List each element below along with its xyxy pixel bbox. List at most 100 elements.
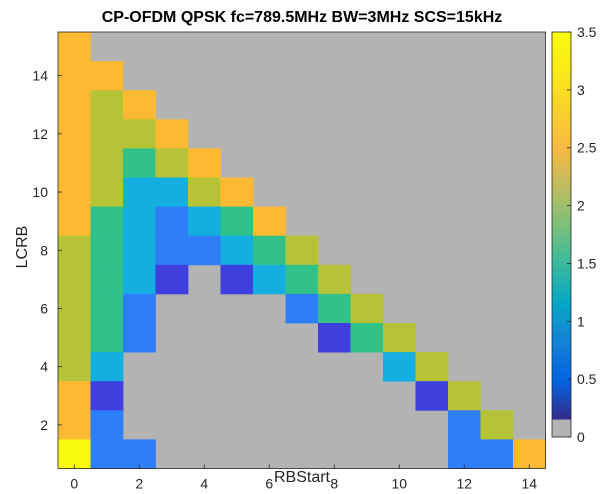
colorbar: 0 0.5 1 1.5 2 2.5 3 3.5 [551, 24, 597, 445]
heatmap-cell [318, 323, 351, 353]
heatmap-cell [58, 352, 91, 382]
x-tick-label: 2 [135, 476, 143, 492]
heatmap-cell [155, 119, 189, 149]
heatmap-cell [220, 206, 254, 237]
colorbar-gradient [552, 32, 571, 420]
heatmap-cell [90, 235, 124, 266]
heatmap-cell [123, 323, 156, 353]
heatmap-cell [448, 381, 481, 411]
colorbar-tick-label: 1.5 [577, 255, 597, 271]
heatmap-cell [383, 323, 416, 353]
heatmap-cell [188, 148, 221, 178]
colorbar-tick-label: 3.5 [577, 24, 597, 40]
heatmap-cell [318, 293, 351, 324]
heatmap-cell [285, 235, 319, 266]
heatmap-cell [58, 264, 91, 295]
heatmap-cell [155, 235, 189, 266]
heatmap-cell [155, 177, 189, 207]
heatmap-cell [58, 61, 91, 91]
heatmap-cell [90, 61, 124, 91]
heatmap-cell [188, 206, 221, 237]
y-tick-label: 10 [32, 184, 48, 200]
colorbar-invalid-swatch [552, 419, 571, 437]
heatmap-cell [285, 264, 319, 295]
heatmap-cell [123, 148, 156, 178]
heatmap-cell [253, 206, 286, 237]
colorbar-frame [551, 31, 572, 438]
heatmap-cell [90, 293, 124, 324]
heatmap-cell [155, 264, 189, 295]
y-tick-label: 12 [32, 126, 48, 142]
heatmap-cell [448, 410, 481, 440]
heatmap-cell [90, 90, 124, 120]
heatmap-cell [90, 381, 124, 411]
heatmap-cell [513, 439, 546, 469]
x-tick-label: 12 [456, 476, 472, 492]
heatmap-cell [123, 206, 156, 237]
x-axis-ticks: 0 2 4 6 8 10 12 14 [70, 464, 537, 492]
heatmap-cell [58, 32, 91, 62]
heatmap-cell [350, 293, 384, 324]
heatmap-cell [415, 381, 449, 411]
heatmap-cell [123, 264, 156, 295]
y-axis-ticks: 2 4 6 8 10 12 14 [32, 68, 62, 433]
heatmap-cell [123, 177, 156, 207]
y-tick-label: 2 [40, 417, 48, 433]
heatmap-cell [58, 206, 91, 237]
heatmap-cell [58, 381, 91, 411]
heatmap-cell [90, 177, 124, 207]
heatmap-cell [383, 352, 416, 382]
x-tick-label: 6 [265, 476, 273, 492]
y-axis-label: LCRB [14, 226, 31, 269]
heatmap-cell [58, 439, 91, 469]
heatmap-cell [90, 119, 124, 149]
heatmap-cell [415, 352, 449, 382]
heatmap-cell [480, 410, 514, 440]
heatmap-cell [350, 323, 384, 353]
heatmap-cell [188, 235, 221, 266]
heatmap-cell [253, 264, 286, 295]
heatmap-cell [480, 439, 514, 469]
heatmap-cell [58, 177, 91, 207]
colorbar-tick-label: 2.5 [577, 140, 597, 156]
heatmap-cell [123, 90, 156, 120]
x-tick-label: 4 [200, 476, 208, 492]
heatmap-cell [318, 264, 351, 295]
heatmap-cell [58, 90, 91, 120]
heatmap-cell [58, 323, 91, 353]
x-axis-label: RBStart [274, 469, 331, 486]
heatmap-cell [58, 148, 91, 178]
heatmap-cell [123, 293, 156, 324]
colorbar-tick-label: 0 [577, 429, 585, 445]
heatmap-cell [90, 410, 124, 440]
colorbar-tick-label: 3 [577, 82, 585, 98]
colorbar-tick-label: 0.5 [577, 371, 597, 387]
heatmap-cell [253, 235, 286, 266]
x-tick-label: 10 [391, 476, 407, 492]
heatmap-cell [123, 235, 156, 266]
heatmap-cell [90, 352, 124, 382]
heatmap-cell [58, 410, 91, 440]
heatmap-cell [58, 119, 91, 149]
heatmap-cell [58, 293, 91, 324]
heatmap-cell [188, 177, 221, 207]
chart-title: CP-OFDM QPSK fc=789.5MHz BW=3MHz SCS=15k… [102, 9, 503, 26]
heatmap-cell [155, 206, 189, 237]
heatmap-cell [90, 148, 124, 178]
plot-area [57, 31, 546, 469]
heatmap-cell [220, 235, 254, 266]
y-tick-label: 4 [40, 359, 48, 375]
x-tick-label: 8 [330, 476, 338, 492]
heatmap-cell [155, 148, 189, 178]
heatmap-cell [123, 119, 156, 149]
y-tick-label: 6 [40, 300, 48, 316]
colorbar-tick-label: 2 [577, 198, 585, 214]
heatmap-cell [90, 206, 124, 237]
x-tick-label: 0 [70, 476, 78, 492]
heatmap-cell [123, 439, 156, 469]
heatmap-cell [448, 439, 481, 469]
heatmap-cell [90, 264, 124, 295]
x-tick-label: 14 [521, 476, 537, 492]
heatmap-cell [90, 323, 124, 353]
